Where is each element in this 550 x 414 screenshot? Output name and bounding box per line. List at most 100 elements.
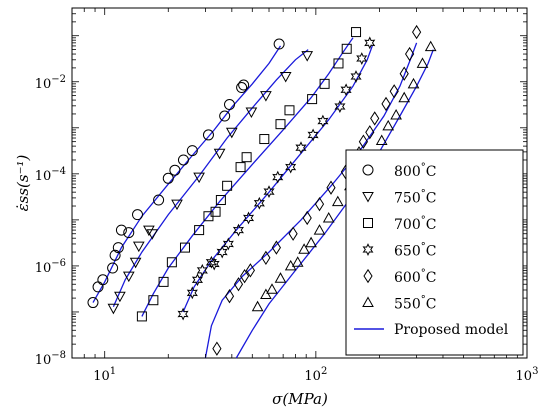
legend-marker-star: [362, 243, 374, 256]
data-point-diamond: [370, 111, 380, 126]
data-point-star: [295, 141, 307, 155]
data-point-square: [158, 276, 169, 287]
data-point-triangle-up: [390, 108, 402, 120]
y-tick-label: 10−2: [35, 74, 66, 92]
y-axis-label: ε̇ss(s⁻¹): [14, 154, 32, 211]
data-point-square: [179, 242, 190, 253]
data-point-circle: [219, 110, 231, 122]
data-point-circle: [236, 82, 248, 94]
legend: 800°C 750°C 700°C 650°C 600°C 550°C Proposed m…: [345, 149, 524, 356]
data-point-square: [319, 78, 330, 89]
data-point-circle: [107, 262, 119, 274]
data-point-triangle-down: [301, 51, 314, 62]
data-point-square: [136, 311, 147, 322]
data-point-circle: [273, 38, 285, 50]
data-point-star: [205, 255, 217, 269]
data-point-star: [350, 70, 362, 83]
data-point-circle: [132, 209, 144, 221]
data-point-diamond: [405, 46, 415, 62]
data-point-triangle-down: [213, 148, 226, 160]
data-point-circle: [169, 164, 181, 176]
legend-marker-circle: [362, 164, 374, 176]
data-point-square: [222, 180, 233, 191]
data-point-triangle-down: [143, 225, 155, 237]
data-point-triangle-down: [114, 291, 126, 303]
x-tick-label: 101: [93, 366, 116, 384]
data-point-star: [216, 245, 228, 259]
data-point-triangle-up: [382, 119, 395, 131]
legend-marker-square: [363, 218, 373, 228]
data-point-star: [186, 286, 198, 300]
data-point-circle: [123, 227, 135, 239]
data-point-star: [232, 223, 244, 237]
data-point-triangle-down: [260, 91, 272, 102]
data-point-triangle-down: [193, 172, 205, 184]
data-point-star: [317, 114, 329, 128]
data-point-square: [215, 195, 226, 206]
legend-label: 750°C: [394, 189, 436, 207]
data-point-diamond: [233, 277, 244, 292]
legend-label: 550°C: [394, 295, 436, 313]
data-point-diamond: [261, 250, 271, 266]
data-point-circle: [97, 274, 109, 286]
data-point-diamond: [399, 66, 409, 81]
data-point-star: [272, 170, 284, 184]
data-point-diamond: [212, 341, 222, 356]
data-point-star: [196, 263, 208, 277]
axis-ticks: 101 102 103 10−8 10−6 10−4 10−2: [35, 7, 539, 384]
y-tick-label: 10−4: [35, 166, 66, 184]
data-point-star: [222, 237, 234, 251]
data-point-circle: [109, 249, 121, 261]
data-point-circle: [202, 129, 214, 141]
data-point-triangle-up: [398, 91, 411, 103]
data-point-star: [340, 83, 352, 97]
data-point-square: [333, 58, 344, 69]
data-point-diamond: [288, 226, 298, 241]
data-point-circle: [238, 79, 250, 91]
data-point-star: [243, 211, 255, 225]
data-markers: [87, 24, 437, 356]
data-point-star: [285, 160, 297, 174]
data-point-square: [241, 152, 252, 163]
data-point-diamond: [326, 180, 336, 195]
data-point-triangle-up: [274, 272, 287, 283]
x-axis-label: σ(MPa): [272, 390, 328, 408]
data-point-diamond: [381, 96, 391, 112]
data-point-star: [364, 36, 376, 50]
legend-marker-triangle-down: [362, 192, 374, 203]
data-point-triangle-down: [225, 127, 238, 139]
data-point-triangle-down: [279, 72, 292, 83]
legend-marker-diamond: [363, 268, 373, 284]
data-point-triangle-down: [107, 303, 120, 315]
legend-label: 700°C: [394, 215, 436, 233]
data-point-triangle-up: [322, 211, 335, 223]
data-point-star: [191, 273, 203, 287]
data-point-star: [307, 128, 319, 142]
data-point-triangle-up: [291, 256, 304, 267]
data-point-triangle-up: [251, 300, 264, 312]
data-point-square: [259, 134, 270, 145]
data-point-circle: [115, 224, 127, 236]
data-point-triangle-up: [313, 224, 326, 235]
data-point-square: [166, 257, 177, 268]
data-point-triangle-up: [305, 236, 317, 248]
data-point-square: [235, 162, 246, 173]
data-point-diamond: [314, 196, 325, 212]
data-point-triangle-down: [122, 271, 135, 283]
data-point-square: [307, 94, 318, 105]
legend-label: 600°C: [394, 268, 436, 286]
data-point-triangle-up: [407, 77, 420, 89]
data-point-triangle-down: [146, 229, 159, 240]
data-point-triangle-down: [171, 199, 183, 211]
data-point-star: [356, 52, 368, 65]
legend-marker-triangle-up: [362, 296, 374, 307]
data-point-circle: [112, 242, 124, 254]
model-curve: [112, 49, 309, 307]
data-point-star: [334, 100, 346, 113]
data-point-circle: [177, 154, 189, 166]
data-point-diamond: [365, 125, 375, 140]
data-point-triangle-down: [129, 257, 142, 269]
x-tick-label: 103: [516, 366, 539, 384]
data-point-triangle-down: [245, 107, 258, 119]
